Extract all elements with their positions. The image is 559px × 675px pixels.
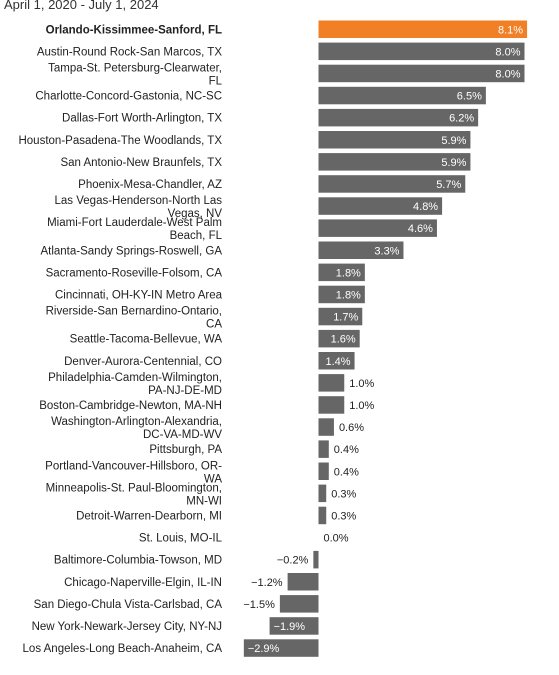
value-label: 1.8% [336, 289, 361, 301]
category-label: Tampa-St. Petersburg-Clearwater, FL [48, 62, 222, 87]
category-label: New York-Newark-Jersey City, NY-NJ [32, 621, 222, 633]
category-label: Houston-Pasadena-The Woodlands, TX [18, 135, 222, 147]
bar [318, 42, 525, 61]
value-label: −0.2% [277, 555, 309, 567]
bar [318, 153, 471, 171]
category-label: San Diego-Chula Vista-Carlsbad, CA [34, 599, 223, 611]
value-label: 8.1% [498, 24, 523, 36]
value-label: 1.4% [325, 356, 350, 368]
category-label: Philadelphia-Camden-Wilmington, PA-NJ-DE-… [48, 372, 222, 397]
category-label: Riverside-San Bernardino-Ontario, CA [46, 306, 223, 331]
bar [318, 285, 365, 304]
category-label: Chicago-Naperville-Elgin, IL-IN [64, 577, 222, 589]
bar [318, 352, 355, 370]
bar [287, 573, 319, 591]
value-label: 1.0% [349, 400, 374, 412]
category-label: San Antonio-New Braunfels, TX [60, 157, 222, 169]
category-label: Denver-Aurora-Centennial, CO [64, 356, 222, 368]
bar [318, 20, 528, 38]
category-label: Phoenix-Mesa-Chandler, AZ [78, 179, 222, 191]
bar [318, 197, 443, 215]
value-label: −1.5% [243, 599, 275, 611]
value-label: 5.7% [436, 179, 461, 191]
value-label: 1.7% [333, 312, 358, 324]
value-label: 0.0% [324, 533, 349, 545]
bar [269, 617, 319, 635]
bar [318, 418, 334, 436]
value-label: 8.0% [495, 68, 520, 80]
category-label: Detroit-Warren-Dearborn, MI [76, 510, 222, 522]
value-label: 4.6% [408, 223, 433, 235]
value-label: 0.4% [334, 466, 359, 478]
category-label: Washington-Arlington-Alexandria, DC-VA-MD… [51, 416, 222, 441]
bar [318, 396, 345, 414]
category-label: Charlotte-Concord-Gastonia, NC-SC [35, 91, 222, 103]
bar [279, 595, 319, 613]
bar [318, 462, 329, 480]
value-label: 6.5% [457, 91, 482, 103]
bar [318, 131, 471, 149]
bar [318, 484, 327, 503]
category-label: Seattle-Tacoma-Bellevue, WA [70, 334, 223, 346]
value-label: 3.3% [374, 245, 399, 257]
category-label: Los Angeles-Long Beach-Anaheim, CA [23, 643, 223, 655]
bar [318, 307, 363, 326]
bar [318, 329, 360, 348]
category-label: Boston-Cambridge-Newton, MA-NH [39, 400, 222, 412]
category-label: Las Vegas-Henderson-North Las Vegas, NV [55, 195, 223, 220]
category-label: Miami-Fort Lauderdale-West Palm Beach, FL [47, 217, 223, 242]
value-label: −1.2% [251, 577, 283, 589]
value-label: −2.9% [248, 643, 280, 655]
category-label: Pittsburgh, PA [149, 444, 222, 456]
value-label: 5.9% [441, 135, 466, 147]
value-label: 0.6% [339, 422, 364, 434]
bar [318, 440, 329, 458]
category-label: Cincinnati, OH-KY-IN Metro Area [55, 289, 223, 301]
bar [318, 175, 466, 193]
value-label: 0.3% [331, 510, 356, 522]
bar [318, 86, 486, 105]
value-label: 1.6% [331, 334, 356, 346]
value-label: −1.9% [274, 621, 306, 633]
bar [318, 219, 437, 237]
value-label: 0.3% [331, 488, 356, 500]
category-label: Orlando-Kissimmee-Sanford, FL [46, 24, 222, 36]
value-label: 1.8% [336, 267, 361, 279]
bar [313, 550, 319, 569]
value-label: 8.0% [495, 46, 520, 58]
bar [318, 263, 365, 282]
value-label: 0.4% [334, 444, 359, 456]
category-label: Portland-Vancouver-Hillsboro, OR-WA [45, 460, 222, 485]
value-label: 6.2% [449, 113, 474, 125]
category-label: Sacramento-Roseville-Folsom, CA [46, 267, 223, 279]
chart-subtitle: April 1, 2020 - July 1, 2024 [4, 0, 159, 12]
value-label: 4.8% [413, 201, 438, 213]
bar [318, 64, 525, 83]
category-label: Dallas-Fort Worth-Arlington, TX [62, 113, 222, 125]
value-label: 1.0% [349, 378, 374, 390]
value-label: 5.9% [441, 157, 466, 169]
bar [243, 639, 319, 657]
category-label: St. Louis, MO-IL [139, 533, 223, 545]
bar [318, 241, 404, 259]
bar [318, 506, 327, 525]
bar [318, 108, 479, 127]
category-label: Austin-Round Rock-San Marcos, TX [37, 46, 222, 58]
category-label: Minneapolis-St. Paul-Bloomington, MN-WI [46, 482, 222, 507]
category-label: Atlanta-Sandy Springs-Roswell, GA [40, 245, 222, 257]
bar [318, 374, 345, 392]
category-label: Baltimore-Columbia-Towson, MD [54, 555, 222, 567]
